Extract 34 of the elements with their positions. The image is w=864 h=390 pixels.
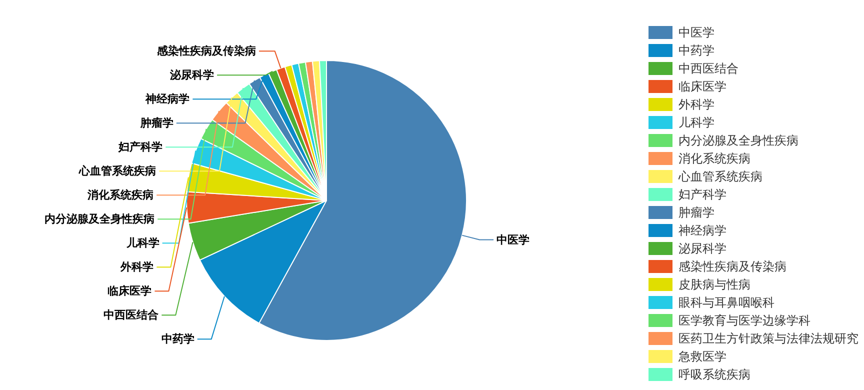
slice-label: 中西医结合 <box>104 308 160 322</box>
slice-label: 感染性疾病及传染病 <box>156 44 256 58</box>
legend-label: 中医学 <box>678 26 714 40</box>
slice-label: 中药学 <box>161 332 194 346</box>
legend-label: 中西医结合 <box>678 62 738 76</box>
legend-label: 眼科与耳鼻咽喉科 <box>678 296 774 310</box>
legend-label: 泌尿科学 <box>678 242 726 256</box>
legend-label: 皮肤病与性病 <box>678 278 750 292</box>
legend-label: 心血管系统疾病 <box>678 170 762 184</box>
slice-label: 外科学 <box>120 260 154 274</box>
legend-label: 临床医学 <box>678 80 726 94</box>
legend-label: 外科学 <box>678 98 714 112</box>
legend-label: 中药学 <box>678 44 714 58</box>
legend-label: 呼吸系统疾病 <box>678 368 750 382</box>
legend-label: 儿科学 <box>678 116 714 130</box>
legend-label: 感染性疾病及传染病 <box>678 260 786 274</box>
slice-label: 儿科学 <box>125 236 160 250</box>
legend-label: 医药卫生方针政策与法律法规研究 <box>678 332 858 346</box>
slice-label: 内分泌腺及全身性疾病 <box>44 212 155 226</box>
legend-label: 医学教育与医学边缘学科 <box>678 314 810 328</box>
legend-label: 神经病学 <box>678 224 726 238</box>
legend-label: 肿瘤学 <box>678 206 714 220</box>
slice-label: 肿瘤学 <box>139 116 174 130</box>
slice-label: 消化系统疾病 <box>86 188 154 202</box>
slice-label: 妇产科学 <box>118 140 163 154</box>
legend-label: 急救医学 <box>678 350 726 364</box>
slice-label: 心血管系统疾病 <box>78 164 156 178</box>
slice-label: 神经病学 <box>144 92 190 106</box>
slice-label: 泌尿科学 <box>169 68 214 82</box>
legend-label: 消化系统疾病 <box>678 152 750 166</box>
legend-label: 妇产科学 <box>678 188 726 202</box>
legend-label: 内分泌腺及全身性疾病 <box>678 134 798 148</box>
slice-label: 临床医学 <box>108 284 152 298</box>
slice-label: 中医学 <box>496 233 530 246</box>
